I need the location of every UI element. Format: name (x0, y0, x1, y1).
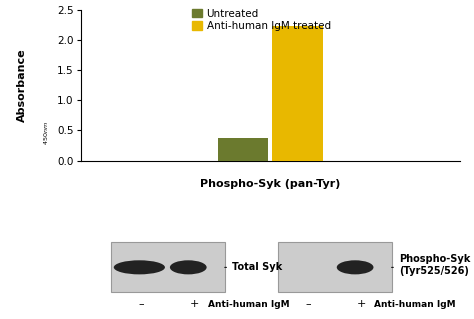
Text: Absorbance: Absorbance (17, 48, 27, 122)
Ellipse shape (114, 260, 165, 274)
Ellipse shape (170, 260, 207, 274)
Bar (272, 26, 323, 160)
Text: +: + (190, 300, 199, 309)
Text: –: – (305, 300, 311, 309)
Text: Total Syk: Total Syk (232, 262, 283, 272)
Text: Phospho-Syk (pan-Tyr): Phospho-Syk (pan-Tyr) (200, 179, 340, 189)
Text: $_{450nm}$: $_{450nm}$ (42, 122, 51, 145)
Text: Anti-human IgM: Anti-human IgM (208, 300, 289, 309)
Ellipse shape (337, 260, 374, 274)
Legend: Untreated, Anti-human IgM treated: Untreated, Anti-human IgM treated (192, 9, 331, 31)
Text: –: – (138, 300, 144, 309)
Bar (218, 137, 268, 160)
Text: +: + (356, 300, 366, 309)
FancyBboxPatch shape (278, 242, 392, 293)
FancyBboxPatch shape (111, 242, 225, 293)
Text: Anti-human IgM: Anti-human IgM (374, 300, 456, 309)
Text: Phospho-Syk
(Tyr525/526): Phospho-Syk (Tyr525/526) (399, 254, 471, 276)
